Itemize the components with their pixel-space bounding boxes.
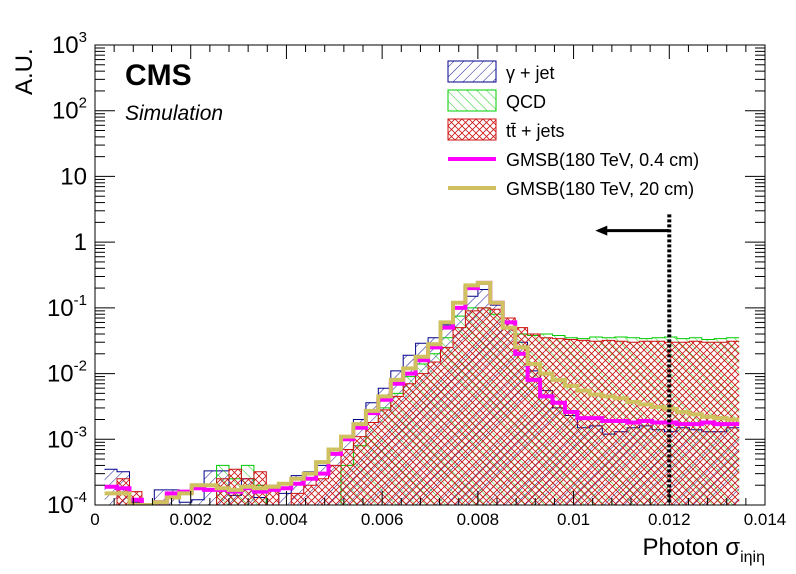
y-axis-title: A.U. (11, 48, 38, 95)
y-tick-label: 10-3 (47, 423, 87, 453)
legend-swatch (447, 118, 497, 141)
y-tick-label: 10-1 (47, 292, 87, 322)
x-tick-label: 0.01 (557, 510, 590, 529)
series-5 (104, 280, 740, 505)
x-tick-label: 0.006 (361, 510, 404, 529)
y-axis-label: A.U. (11, 48, 38, 95)
y-tick-label: 1 (74, 229, 87, 256)
x-tick-label: 0.004 (265, 510, 308, 529)
x-tick-label: 0.012 (648, 510, 691, 529)
series-4-line (104, 280, 740, 505)
y-tick-label: 10-4 (47, 489, 87, 519)
legend-label: GMSB(180 TeV, 0.4 cm) (506, 150, 699, 170)
series-3 (104, 307, 740, 505)
cms-sublabel: Simulation (125, 102, 223, 125)
axes: 0 0.002 0.004 0.006 0.008 0.01 0.012 0.014 10-4 1… (47, 29, 786, 529)
x-axis-title: Photon σiηiη (643, 534, 765, 566)
legend: γ + jet QCD tt̄ + jets GMSB(180 TeV, 0.4 cm… (447, 60, 699, 199)
x-tick-label: 0.008 (457, 510, 500, 529)
y-tick-label: 102 (52, 95, 87, 125)
selection-cut (595, 214, 672, 505)
y-tick-label: 10-2 (47, 358, 87, 388)
cms-label: CMS (125, 59, 192, 92)
series-4 (104, 280, 740, 505)
x-tick-label: 0.014 (744, 510, 787, 529)
legend-label: γ + jet (506, 63, 555, 83)
legend-entry-5: GMSB(180 TeV, 20 cm) (448, 179, 694, 199)
svg-text:Photon σiηiη: Photon σiηiη (643, 534, 765, 566)
histogram-series (104, 280, 740, 505)
legend-swatch (447, 89, 497, 112)
legend-entry-2: QCD (447, 89, 546, 112)
x-tick-label: 0.002 (169, 510, 212, 529)
series-3-fill (104, 307, 740, 505)
series-2-outline (104, 307, 740, 505)
legend-label: QCD (506, 92, 546, 112)
x-axis-label-subscript: iηiη (740, 549, 765, 566)
plot-frame (94, 44, 766, 506)
legend-swatch (447, 60, 497, 83)
y-tick-label: 103 (52, 29, 87, 59)
cut-arrow-head (595, 225, 608, 236)
x-axis-label: Photon σ (643, 534, 741, 561)
x-tick-label: 0 (90, 510, 99, 529)
legend-entry-3: tt̄ + jets (447, 118, 565, 141)
legend-entry-1: γ + jet (447, 60, 555, 83)
y-tick-label: 10 (60, 163, 87, 190)
legend-label: tt̄ + jets (506, 121, 565, 141)
series-5-line (104, 280, 740, 505)
legend-label: GMSB(180 TeV, 20 cm) (506, 179, 694, 199)
legend-entry-4: GMSB(180 TeV, 0.4 cm) (448, 150, 699, 170)
series-3-outline (104, 307, 740, 505)
